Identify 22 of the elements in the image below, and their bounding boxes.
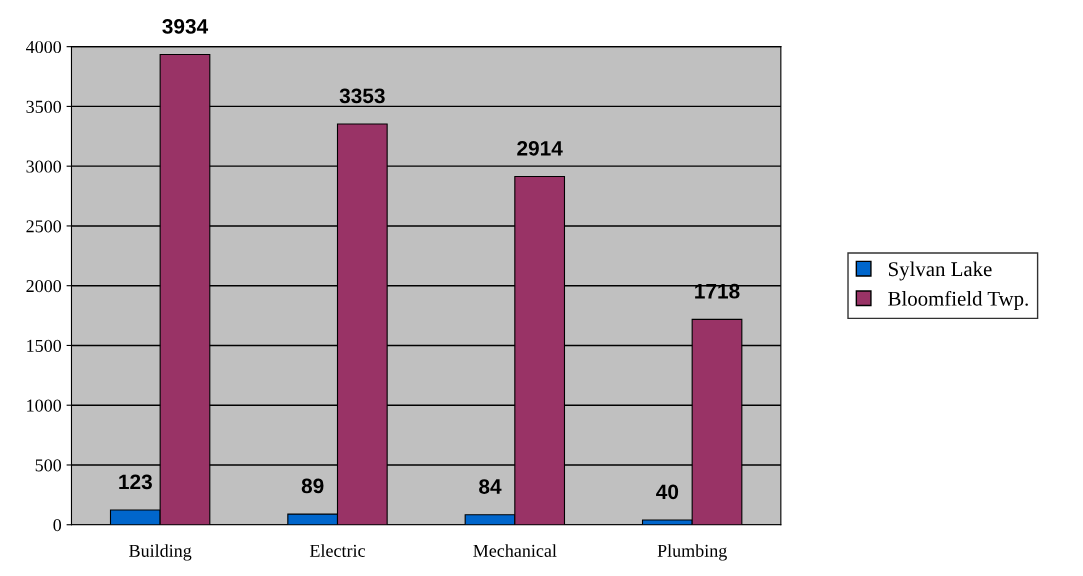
y-tick-label: 4000 bbox=[26, 40, 62, 54]
data-label: 3353 bbox=[339, 88, 385, 104]
y-tick-label: 1500 bbox=[27, 339, 62, 352]
x-tick-label: Mechanical bbox=[473, 544, 557, 557]
data-label: 123 bbox=[119, 474, 152, 490]
data-label: 3934 bbox=[162, 19, 209, 34]
data-label: 2914 bbox=[517, 140, 563, 156]
y-tick-label: 1000 bbox=[27, 399, 62, 412]
x-tick-label: Plumbing bbox=[657, 544, 727, 561]
data-label: 40 bbox=[656, 484, 679, 500]
y-tick-label: 3000 bbox=[26, 160, 62, 173]
data-label: 84 bbox=[479, 479, 502, 494]
y-tick-label: 2000 bbox=[26, 279, 62, 293]
data-label: 89 bbox=[301, 478, 324, 494]
y-tick-label: 0 bbox=[53, 518, 62, 532]
legend-label: Sylvan Lake bbox=[888, 261, 992, 281]
y-tick-label: 2500 bbox=[26, 220, 62, 233]
x-tick-label: Building bbox=[129, 544, 192, 561]
x-tick-label: Electric bbox=[309, 544, 365, 557]
legend-label: Bloomfield Twp. bbox=[888, 290, 1028, 310]
y-tick-label: 500 bbox=[35, 459, 62, 472]
y-tick-label: 3500 bbox=[26, 100, 62, 113]
